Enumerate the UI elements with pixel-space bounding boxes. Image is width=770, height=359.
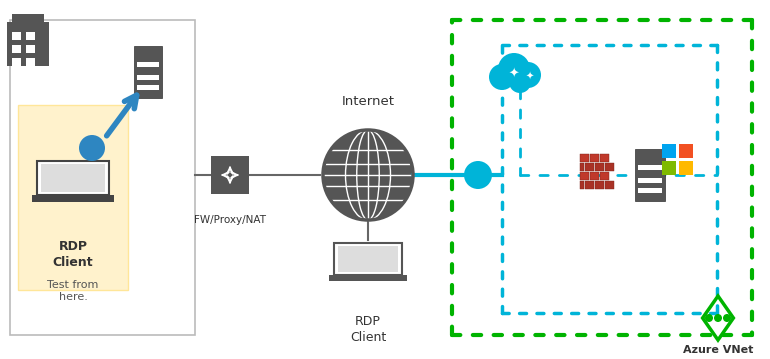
Text: Test from
here.: Test from here. <box>47 280 99 302</box>
Bar <box>662 161 676 175</box>
Bar <box>590 154 598 162</box>
Bar <box>594 163 604 171</box>
Bar <box>10 20 195 335</box>
Bar <box>7 22 49 66</box>
Bar <box>12 58 21 66</box>
Bar <box>584 163 594 171</box>
Bar <box>137 75 159 80</box>
Bar <box>18 105 128 290</box>
Bar <box>137 85 159 90</box>
Circle shape <box>714 314 722 322</box>
Circle shape <box>489 64 515 90</box>
Circle shape <box>509 71 531 93</box>
Bar <box>338 246 398 271</box>
Circle shape <box>705 314 713 322</box>
Bar <box>329 275 407 281</box>
Bar <box>41 164 105 192</box>
Bar <box>137 62 159 67</box>
Circle shape <box>723 314 731 322</box>
Text: ✦: ✦ <box>509 67 519 80</box>
Bar <box>635 149 665 201</box>
Bar <box>134 46 162 98</box>
Text: RDP
Client: RDP Client <box>52 240 93 269</box>
Circle shape <box>515 62 541 88</box>
Bar <box>679 161 693 175</box>
Bar <box>211 156 249 194</box>
Text: Internet: Internet <box>342 95 394 108</box>
Bar <box>580 154 588 162</box>
Text: RDP
Client: RDP Client <box>350 315 386 344</box>
Bar <box>638 178 662 183</box>
Circle shape <box>323 130 413 220</box>
Bar <box>37 161 109 195</box>
Bar <box>580 163 584 171</box>
Bar <box>26 32 35 40</box>
Bar <box>594 181 604 188</box>
Text: Azure VNet: Azure VNet <box>683 345 753 355</box>
Bar <box>604 163 614 171</box>
Circle shape <box>79 135 105 161</box>
Bar <box>600 154 608 162</box>
Bar <box>600 172 608 180</box>
Circle shape <box>498 53 530 85</box>
Bar <box>584 181 594 188</box>
Bar <box>26 58 35 66</box>
Bar <box>334 243 402 275</box>
Bar <box>32 195 114 202</box>
Bar <box>12 14 44 26</box>
Bar <box>26 45 35 53</box>
Text: ✦: ✦ <box>526 72 534 82</box>
Text: FW/Proxy/NAT: FW/Proxy/NAT <box>194 215 266 225</box>
Bar <box>662 144 676 158</box>
Circle shape <box>464 161 492 189</box>
Bar <box>580 181 584 188</box>
Bar <box>12 45 21 53</box>
Bar <box>12 32 21 40</box>
Bar <box>590 172 598 180</box>
Bar <box>638 164 662 169</box>
Bar <box>638 188 662 193</box>
Bar <box>679 144 693 158</box>
Bar <box>580 172 588 180</box>
Bar <box>604 181 614 188</box>
